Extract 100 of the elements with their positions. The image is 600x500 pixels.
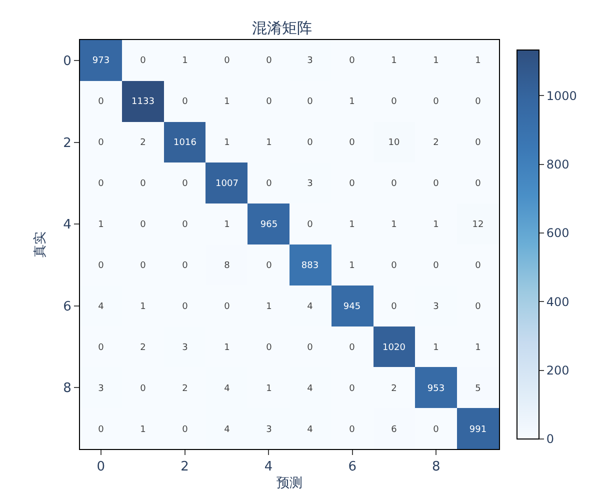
- data-label: 953: [427, 384, 445, 394]
- data-label: 0: [266, 56, 272, 66]
- data-label: 0: [475, 261, 482, 272]
- data-label: 0: [391, 302, 398, 312]
- data-label: 4: [307, 425, 314, 436]
- data-label: 12: [472, 220, 484, 230]
- data-label: 1: [140, 302, 146, 312]
- data-label: 0: [349, 343, 356, 354]
- data-label: 0: [182, 97, 188, 108]
- data-label: 965: [260, 220, 278, 230]
- data-label: 3: [307, 179, 313, 190]
- data-label: 883: [301, 261, 319, 272]
- data-label: 4: [307, 302, 314, 312]
- data-label: 1007: [216, 179, 238, 190]
- data-label: 0: [349, 179, 356, 190]
- data-label: 0: [266, 343, 272, 354]
- data-label: 0: [98, 97, 104, 108]
- x-axis-title: 预测: [276, 476, 302, 492]
- data-label: 2: [182, 384, 188, 394]
- data-label: 1016: [174, 138, 197, 148]
- data-label: 4: [224, 425, 230, 436]
- data-label: 0: [98, 425, 104, 436]
- data-label: 0: [391, 97, 398, 108]
- chart-title: 混淆矩阵: [252, 19, 312, 37]
- data-label: 0: [182, 220, 188, 230]
- data-label: 0: [475, 302, 482, 312]
- data-label: 0: [433, 97, 440, 108]
- data-label: 1: [224, 220, 230, 230]
- data-label: 1: [433, 220, 439, 230]
- data-label: 0: [433, 179, 440, 190]
- data-label: 0: [98, 138, 104, 148]
- data-label: 0: [182, 179, 188, 190]
- data-label: 1: [475, 56, 481, 66]
- data-label: 0: [307, 97, 314, 108]
- data-label: 0: [224, 302, 230, 312]
- data-label: 8: [224, 261, 230, 272]
- y-tick-label: 8: [63, 381, 72, 396]
- data-label: 3: [182, 343, 188, 354]
- data-label: 5: [475, 384, 481, 394]
- y-tick-label: 4: [63, 218, 72, 233]
- y-tick-label: 2: [63, 136, 72, 151]
- data-label: 0: [98, 343, 104, 354]
- data-label: 1: [266, 138, 272, 148]
- data-label: 3: [307, 56, 313, 66]
- data-label: 0: [349, 138, 356, 148]
- data-label: 1: [140, 425, 146, 436]
- data-label: 1020: [382, 343, 406, 354]
- x-tick-label: 8: [432, 460, 440, 475]
- data-label: 1: [224, 343, 230, 354]
- data-label: 1: [98, 220, 104, 230]
- data-label: 0: [266, 261, 272, 272]
- data-label: 0: [391, 261, 398, 272]
- data-label: 945: [343, 302, 361, 312]
- data-label: 3: [98, 384, 104, 394]
- data-label: 0: [307, 138, 314, 148]
- data-label: 10: [388, 138, 400, 148]
- data-label: 0: [140, 220, 146, 230]
- data-label: 0: [433, 261, 440, 272]
- data-label: 3: [433, 302, 439, 312]
- data-label: 1: [349, 220, 355, 230]
- data-label: 6: [391, 425, 398, 436]
- data-label: 991: [469, 425, 487, 436]
- data-label: 0: [475, 97, 482, 108]
- x-tick-label: 0: [96, 460, 106, 475]
- data-label: 1: [433, 343, 439, 354]
- data-label: 0: [140, 56, 146, 66]
- data-label: 0: [307, 343, 314, 354]
- color-bar-label: 800: [546, 158, 570, 172]
- data-label: 4: [98, 302, 104, 312]
- y-tick-label: 0: [63, 54, 72, 69]
- data-label: 3: [266, 425, 272, 436]
- data-label: 2: [391, 384, 397, 394]
- data-label: 0: [182, 261, 188, 272]
- data-label: 1: [475, 343, 481, 354]
- data-label: 0: [391, 179, 398, 190]
- data-label: 0: [349, 384, 356, 394]
- x-tick-label: 6: [348, 460, 356, 475]
- data-label: 1: [433, 56, 439, 66]
- data-label: 1: [391, 56, 397, 66]
- data-label: 0: [140, 261, 146, 272]
- x-tick-label: 2: [180, 460, 189, 475]
- data-label: 0: [224, 56, 230, 66]
- data-label: 0: [98, 261, 104, 272]
- data-label: 0: [98, 179, 104, 190]
- color-bar-label: 200: [546, 364, 570, 378]
- data-label: 2: [433, 138, 439, 148]
- data-label: 0: [349, 425, 356, 436]
- data-label: 0: [182, 425, 188, 436]
- color-bar-label: 600: [546, 226, 570, 240]
- data-label: 1: [224, 138, 230, 148]
- data-label: 2: [140, 343, 146, 354]
- data-label: 4: [224, 384, 230, 394]
- data-label: 0: [349, 56, 356, 66]
- data-label: 0: [140, 179, 146, 190]
- color-bar-label: 1000: [546, 88, 577, 103]
- data-label: 4: [307, 384, 314, 394]
- data-label: 0: [475, 179, 482, 190]
- data-label: 1: [349, 97, 355, 108]
- data-label: 0: [307, 220, 314, 230]
- data-label: 0: [182, 302, 188, 312]
